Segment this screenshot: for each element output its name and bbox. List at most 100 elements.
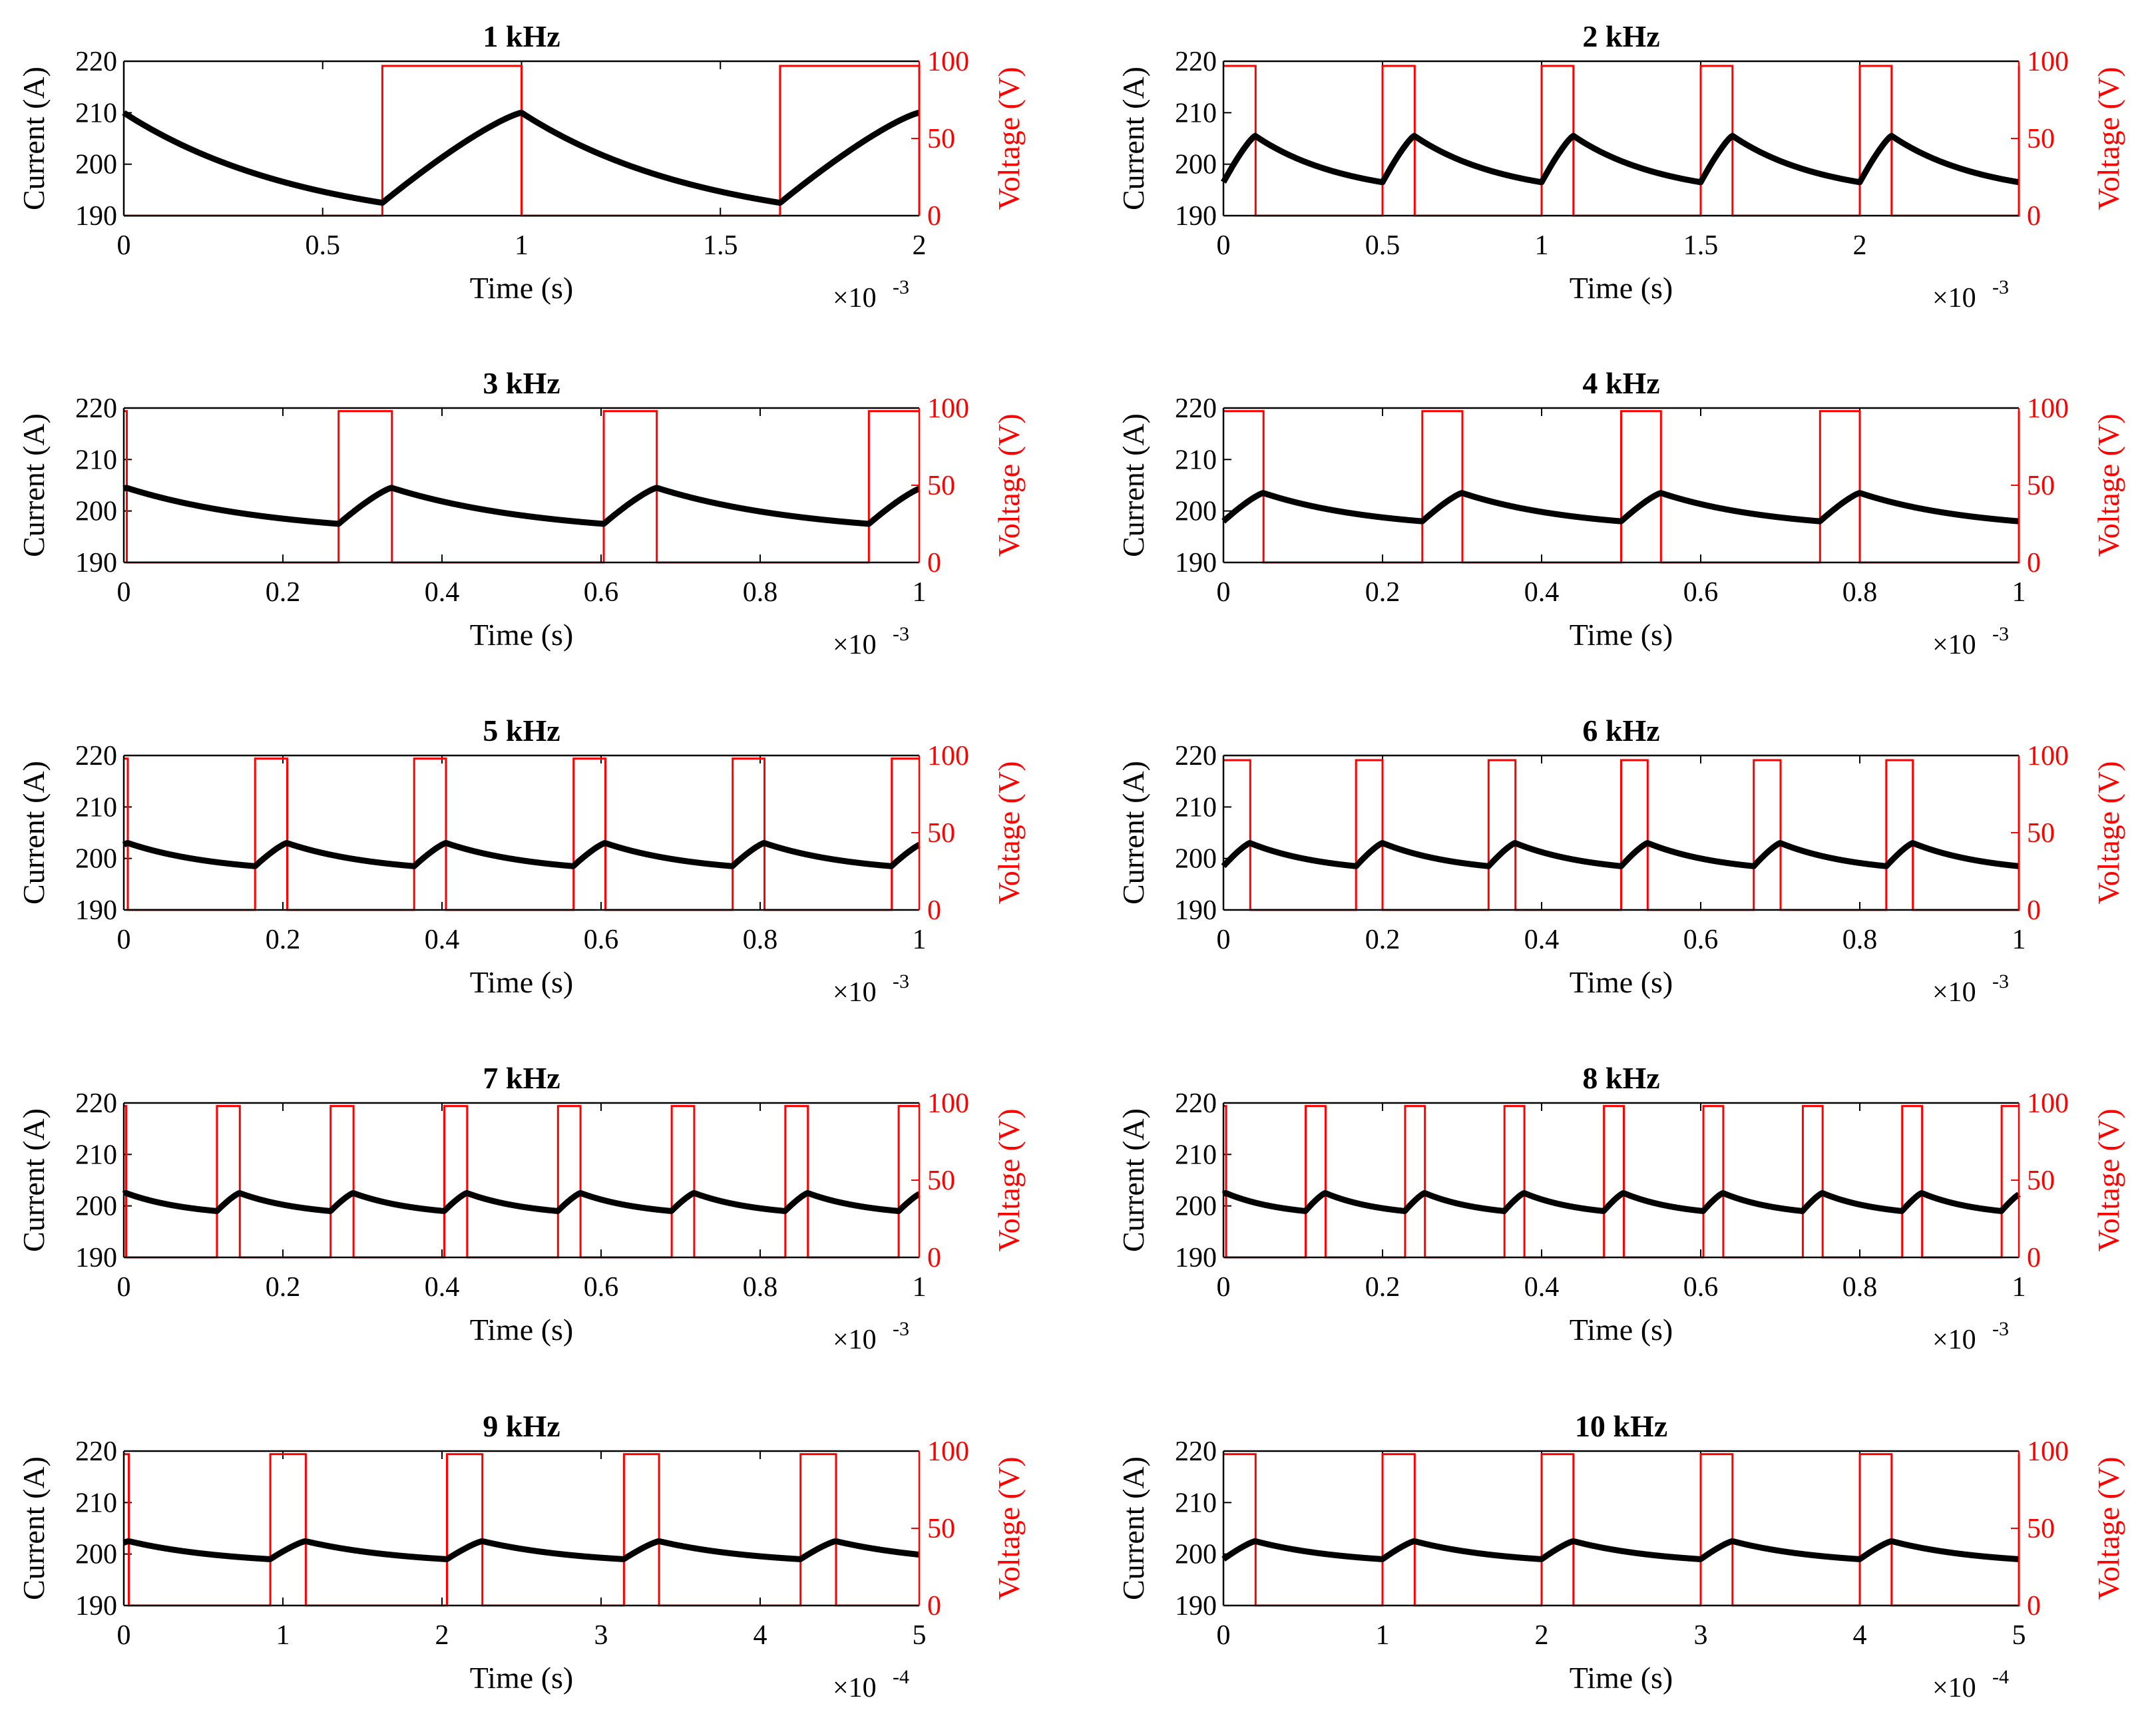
- x-tick-label: 0.2: [1365, 577, 1401, 608]
- x-axis-label: Time (s): [1570, 618, 1673, 652]
- current-series-line: [121, 109, 922, 206]
- y-tick-label-left: 220: [75, 1436, 117, 1467]
- y-tick-label-right: 50: [927, 124, 955, 154]
- y-tick-label-left: 200: [75, 497, 117, 527]
- chart-panel-8: 8 kHz Current (A) Voltage (V) Time (s) ×10 -3…: [1116, 1061, 2125, 1355]
- chart-title: 6 kHz: [1582, 714, 1659, 748]
- chart-panel-5: 5 kHz Current (A) Voltage (V) Time (s) ×10 -3…: [17, 714, 1026, 1008]
- current-series-line: [1221, 840, 2022, 869]
- y-tick-label-left: 220: [1175, 393, 1217, 424]
- x-axis-exponent: -4: [893, 1666, 909, 1688]
- chart-title: 8 kHz: [1582, 1061, 1659, 1095]
- y-tick-label-left: 220: [1175, 741, 1217, 771]
- x-tick-label: 0.8: [743, 1272, 778, 1303]
- x-axis-exponent: -3: [893, 276, 909, 298]
- x-tick-label: 0.2: [1365, 925, 1401, 955]
- y-tick-label-right: 50: [927, 1514, 955, 1544]
- y-tick-label-right: 100: [2027, 741, 2069, 771]
- chart-panel-7: 7 kHz Current (A) Voltage (V) Time (s) ×10 -3…: [17, 1061, 1026, 1355]
- y-tick-label-left: 190: [1175, 1243, 1217, 1273]
- y-tick-label-left: 220: [1175, 47, 1217, 77]
- x-axis-label: Time (s): [470, 618, 574, 652]
- x-tick-label: 0.4: [425, 1272, 460, 1303]
- chart-title: 2 kHz: [1582, 19, 1659, 53]
- x-axis-multiplier: ×10: [833, 1325, 877, 1355]
- x-tick-label: 5: [2012, 1620, 2026, 1651]
- x-tick-label: 0: [117, 925, 131, 955]
- voltage-series-line: [1223, 410, 2020, 564]
- chart-title: 3 kHz: [483, 366, 560, 400]
- x-axis-multiplier: ×10: [1932, 1325, 1976, 1355]
- x-tick-label: 2: [913, 230, 927, 261]
- y-tick-label-left: 220: [75, 1088, 117, 1119]
- y-tick-label-left: 200: [75, 844, 117, 875]
- y-tick-label-right: 50: [2027, 818, 2055, 849]
- voltage-series-line: [1223, 759, 2020, 911]
- y-tick-label-left: 210: [1175, 792, 1217, 823]
- x-axis-exponent: -3: [893, 1318, 909, 1340]
- voltage-series-line: [124, 65, 921, 217]
- y-tick-label-right: 100: [2027, 1088, 2069, 1119]
- y-axis-label-current: Current (A): [1116, 761, 1150, 905]
- x-tick-label: 1: [2012, 577, 2026, 608]
- voltage-series-line: [124, 1453, 919, 1607]
- chart-title: 9 kHz: [483, 1409, 560, 1443]
- x-tick-label: 0.4: [1524, 577, 1560, 608]
- y-tick-label-left: 190: [1175, 548, 1217, 578]
- current-series-line: [1221, 490, 2022, 525]
- y-tick-label-left: 220: [1175, 1088, 1217, 1119]
- y-tick-label-left: 210: [1175, 98, 1217, 128]
- y-tick-label-right: 0: [2027, 895, 2041, 926]
- x-tick-label: 0.8: [1842, 925, 1878, 955]
- x-axis-label: Time (s): [1570, 271, 1673, 305]
- x-tick-label: 1: [1535, 230, 1549, 261]
- x-axis-multiplier: ×10: [1932, 977, 1976, 1008]
- x-tick-label: 0.8: [1842, 577, 1878, 608]
- y-tick-label-left: 190: [75, 201, 117, 232]
- y-tick-label-left: 220: [75, 741, 117, 771]
- chart-panel-10: 10 kHz Current (A) Voltage (V) Time (s) ×10-…: [1116, 1409, 2125, 1703]
- chart-title: 1 kHz: [483, 19, 560, 53]
- y-tick-label-left: 190: [1175, 1591, 1217, 1621]
- y-tick-label-left: 190: [75, 548, 117, 578]
- y-axis-label-current: Current (A): [17, 1108, 51, 1252]
- x-tick-label: 1: [276, 1620, 290, 1651]
- y-tick-label-right: 100: [927, 393, 969, 424]
- y-tick-label-left: 200: [75, 150, 117, 180]
- voltage-series-line: [1223, 1105, 2019, 1259]
- y-axis-label-current: Current (A): [17, 1456, 51, 1600]
- y-tick-label-left: 200: [1175, 1540, 1217, 1570]
- x-tick-label: 1: [2012, 1272, 2026, 1303]
- voltage-series-line: [124, 1105, 919, 1259]
- x-tick-label: 0.6: [584, 577, 619, 608]
- x-tick-label: 4: [754, 1620, 767, 1651]
- x-tick-label: 0.8: [1842, 1272, 1878, 1303]
- x-tick-label: 1: [1376, 1620, 1390, 1651]
- x-axis-exponent: -3: [1992, 623, 2009, 645]
- y-tick-label-right: 100: [2027, 393, 2069, 424]
- y-tick-label-right: 0: [2027, 548, 2041, 578]
- y-axis-label-voltage: Voltage (V): [2091, 413, 2125, 556]
- chart-title: 5 kHz: [483, 714, 560, 748]
- x-tick-label: 1: [913, 925, 927, 955]
- y-tick-label-left: 210: [1175, 1140, 1217, 1170]
- x-axis-exponent: -3: [893, 970, 909, 992]
- y-axis-label-current: Current (A): [1116, 1108, 1150, 1252]
- y-tick-label-left: 210: [75, 445, 117, 475]
- current-series-line: [1221, 132, 2022, 186]
- x-tick-label: 0.4: [1524, 1272, 1560, 1303]
- x-tick-label: 0.6: [584, 1272, 619, 1303]
- x-tick-label: 1: [913, 577, 927, 608]
- x-axis-exponent: -3: [893, 623, 909, 645]
- x-axis-multiplier: ×10: [1932, 630, 1976, 660]
- y-tick-label-left: 190: [1175, 895, 1217, 926]
- current-series-line: [1221, 1189, 2022, 1214]
- x-axis-label: Time (s): [470, 1661, 574, 1695]
- voltage-series-line: [124, 757, 919, 911]
- x-tick-label: 0.8: [743, 577, 778, 608]
- y-tick-label-left: 200: [1175, 150, 1217, 180]
- y-tick-label-right: 50: [927, 471, 955, 501]
- x-tick-label: 0.8: [743, 925, 778, 955]
- x-tick-label: 2: [435, 1620, 449, 1651]
- x-axis-label: Time (s): [1570, 965, 1673, 999]
